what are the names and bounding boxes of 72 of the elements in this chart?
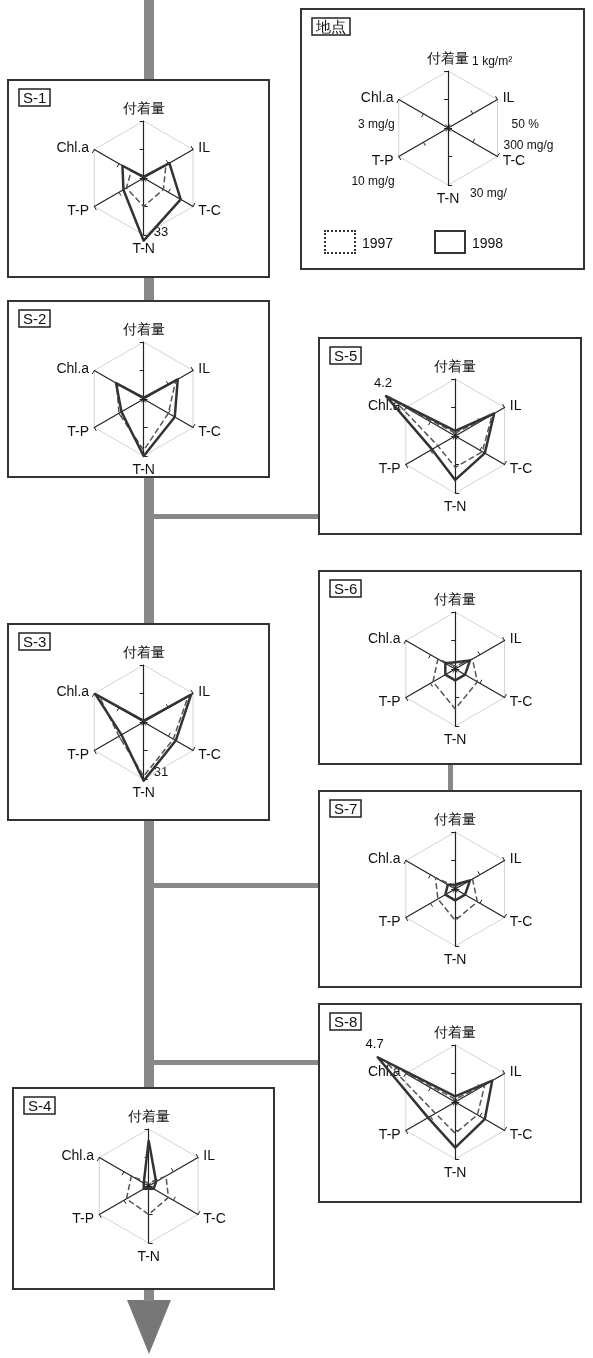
spoke-label: 付着量 [433, 358, 477, 374]
text: 1997 [362, 235, 394, 251]
text: 10 mg/g [351, 173, 395, 188]
spoke-label: T-C [203, 1209, 226, 1226]
spoke-label: T-N [132, 240, 155, 256]
spoke-label: T-N [137, 1248, 160, 1264]
text: 1 kg/m² [472, 54, 513, 68]
chart-title: S-3 [23, 633, 47, 650]
text: 300 mg/g [503, 137, 554, 152]
spoke-label: 付着量 [121, 100, 165, 116]
spoke-label: T-P [67, 422, 90, 439]
chart-title: S-6 [334, 580, 358, 597]
spoke-label: 付着量 [121, 644, 165, 660]
chart-title: S-8 [334, 1013, 358, 1030]
category-label: IL [502, 88, 515, 105]
spoke-label: IL [509, 1062, 522, 1079]
spoke-label: T-N [443, 731, 467, 747]
text: 4.7 [365, 1036, 384, 1052]
spoke-label: T-C [198, 422, 221, 439]
spoke-label: IL [198, 682, 211, 699]
spoke-label: T-C [509, 912, 533, 929]
chart-title: S-7 [334, 800, 358, 817]
spoke-label: 付着量 [121, 321, 165, 337]
spoke-label: T-N [443, 951, 467, 967]
text: 4.2 [374, 375, 393, 391]
spoke-label: Chl.a [56, 359, 90, 376]
text: 地点 [315, 18, 346, 35]
category-label: T-P [371, 151, 394, 168]
text: 50 % [511, 116, 540, 131]
spoke-label: T-C [509, 459, 533, 476]
text: 3 mg/g [358, 116, 395, 131]
spoke-label: T-N [132, 461, 155, 477]
spoke-label: T-N [132, 784, 155, 800]
category-label: 付着量 [426, 50, 470, 66]
text: 30 mg/ [470, 186, 508, 200]
category-label: Chl.a [360, 88, 394, 105]
spoke-label: IL [509, 849, 522, 866]
spoke-label: Chl.a [56, 682, 90, 699]
spoke-label: IL [203, 1146, 216, 1163]
spoke-label: IL [509, 396, 522, 413]
spoke-label: T-C [198, 745, 221, 762]
spoke-label: Chl.a [367, 629, 401, 646]
spoke-label: 付着量 [126, 1108, 170, 1124]
chart-title: S-4 [28, 1097, 52, 1114]
spoke-label: 付着量 [433, 811, 477, 827]
spoke-label: 付着量 [433, 1024, 477, 1040]
spoke-label: T-P [378, 692, 401, 709]
spoke-label: T-P [67, 745, 90, 762]
spoke-label: Chl.a [56, 138, 90, 155]
category-label: T-C [502, 151, 526, 168]
spoke-label: T-C [509, 1125, 533, 1142]
text: 31 [153, 763, 169, 779]
spoke-label: IL [509, 629, 522, 646]
spoke-label: Chl.a [367, 849, 401, 866]
chart-title: S-2 [23, 310, 47, 327]
spoke-label: IL [198, 138, 211, 155]
spoke-label: T-P [378, 459, 401, 476]
spoke-label: IL [198, 359, 211, 376]
category-label: T-N [436, 190, 460, 206]
chart-title: S-5 [334, 347, 358, 364]
spoke-label: 付着量 [433, 591, 477, 607]
spoke-label: T-P [72, 1209, 95, 1226]
spoke-label: T-C [198, 201, 221, 218]
spoke-label: T-P [67, 201, 90, 218]
spoke-label: T-P [378, 912, 401, 929]
chart-title: S-1 [23, 89, 47, 106]
spoke-label: T-N [443, 498, 467, 514]
text: 1998 [472, 235, 504, 251]
spoke-label: T-P [378, 1125, 401, 1142]
spoke-label: T-C [509, 692, 533, 709]
spoke-label: T-N [443, 1164, 467, 1180]
spoke-label: Chl.a [61, 1146, 95, 1163]
